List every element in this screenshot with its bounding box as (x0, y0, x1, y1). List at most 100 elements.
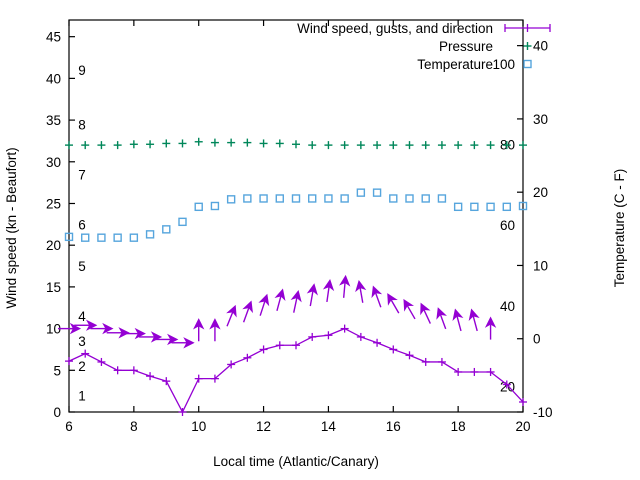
wind-direction-arrow (290, 290, 302, 313)
wind-direction-arrow (420, 302, 431, 324)
temperature-marker (97, 233, 106, 242)
arrow-head (150, 331, 163, 343)
pressure-series (65, 137, 527, 150)
arrow-head (436, 307, 447, 320)
wind-direction-arrow (403, 298, 416, 320)
arrow-shaft (293, 297, 298, 313)
fahrenheit-label: 20 (500, 379, 515, 394)
fahrenheit-label: 60 (500, 218, 515, 233)
arrow-head (355, 279, 367, 293)
arrow-shaft (375, 292, 382, 308)
arrow-shaft (390, 299, 400, 314)
wind-direction-arrow (387, 293, 400, 314)
temperature-marker (372, 188, 382, 197)
arrow-head (484, 316, 497, 328)
temperature-marker (470, 202, 479, 212)
x-tick-label: 14 (321, 419, 337, 434)
x-axis-ticks: 6 8 10 12 14 16 18 20 (65, 20, 531, 434)
x-tick-label: 8 (130, 419, 138, 434)
arrow-head (339, 274, 351, 287)
temperature-marker (518, 201, 528, 211)
temperature-marker (162, 225, 171, 234)
arrow-head (69, 322, 82, 335)
y2-axis-ticks: -10 0 10 20 30 40 (517, 39, 553, 420)
arrow-shaft (276, 296, 282, 312)
wind-direction-arrow (106, 327, 130, 339)
arrow-head (274, 288, 286, 301)
temperature-marker (259, 194, 268, 203)
arrow-shaft (259, 301, 266, 316)
arrow-shaft (423, 309, 431, 324)
temperature-marker (437, 194, 447, 203)
temperature-marker (291, 194, 301, 203)
y-tick-label: 0 (53, 405, 61, 420)
wind-direction-arrow (155, 333, 179, 346)
wind-direction-arrow (371, 285, 383, 308)
arrow-head (403, 298, 415, 312)
wind-direction-arrow (436, 307, 447, 330)
wind-direction-arrow (355, 279, 367, 303)
chart-legend: Wind speed, gusts, and direction Pressure… (297, 21, 551, 72)
temperature-marker (356, 188, 366, 197)
wind-direction-arrow (484, 316, 497, 340)
arrow-shaft (326, 287, 330, 303)
arrow-shaft (439, 314, 447, 330)
arrow-shaft (226, 312, 234, 327)
arrow-head (118, 327, 130, 339)
arrow-head (226, 304, 237, 318)
temperature-marker (421, 194, 430, 203)
arrow-head (306, 283, 318, 296)
legend-label: Pressure (439, 39, 493, 54)
temperature-marker (210, 201, 220, 211)
temperature-marker (324, 194, 333, 203)
temperature-marker (453, 202, 463, 212)
y2-tick-label: 30 (533, 112, 548, 127)
temperature-marker (129, 233, 139, 242)
legend-label: Temperature (417, 57, 493, 72)
arrow-shaft (242, 307, 250, 323)
arrow-head (85, 319, 98, 331)
x-tick-label: 18 (451, 419, 466, 434)
y-tick-label: 5 (53, 363, 61, 378)
y-tick-label: 20 (46, 238, 61, 253)
arrow-shaft (359, 287, 364, 303)
arrow-head (387, 293, 398, 306)
arrow-head (420, 302, 431, 316)
wind-direction-arrow (90, 322, 114, 335)
temperature-marker (275, 194, 284, 203)
temperature-marker (405, 194, 414, 203)
y2-tick-label: -10 (533, 405, 553, 420)
arrow-head (209, 318, 221, 330)
y-tick-label: 40 (46, 71, 61, 86)
temperature-marker (340, 194, 349, 203)
legend-label: Wind speed, gusts, and direction (297, 21, 493, 36)
arrow-shaft (342, 282, 346, 298)
arrow-head (242, 300, 253, 314)
arrow-head (258, 293, 270, 307)
fahrenheit-label: 100 (492, 57, 515, 72)
x-tick-label: 12 (256, 419, 271, 434)
x-axis-label: Local time (Atlantic/Canary) (213, 454, 379, 469)
arrow-head (183, 337, 195, 349)
wind-speed-series (65, 324, 527, 416)
arrow-head (452, 308, 464, 321)
x-tick-label: 16 (386, 419, 401, 434)
wind-direction-arrow (306, 283, 318, 307)
fahrenheit-label: 40 (500, 299, 515, 314)
y-tick-label: 25 (46, 196, 61, 211)
wind-direction-arrow (193, 318, 205, 342)
temperature-marker (502, 202, 511, 212)
temperature-marker (308, 194, 317, 203)
beaufort-scale-labels: 1 2 3 4 5 6 7 8 9 (78, 63, 86, 403)
arrow-shaft (406, 305, 416, 320)
beaufort-label: 8 (78, 117, 86, 132)
y2-tick-label: 40 (533, 39, 548, 54)
wind-direction-arrow (139, 331, 163, 343)
arrow-shaft (472, 316, 478, 332)
y2-axis-label: Temperature (C - F) (612, 169, 627, 288)
beaufort-label: 4 (78, 309, 86, 324)
y-tick-label: 45 (46, 30, 61, 45)
beaufort-label: 7 (78, 167, 86, 182)
